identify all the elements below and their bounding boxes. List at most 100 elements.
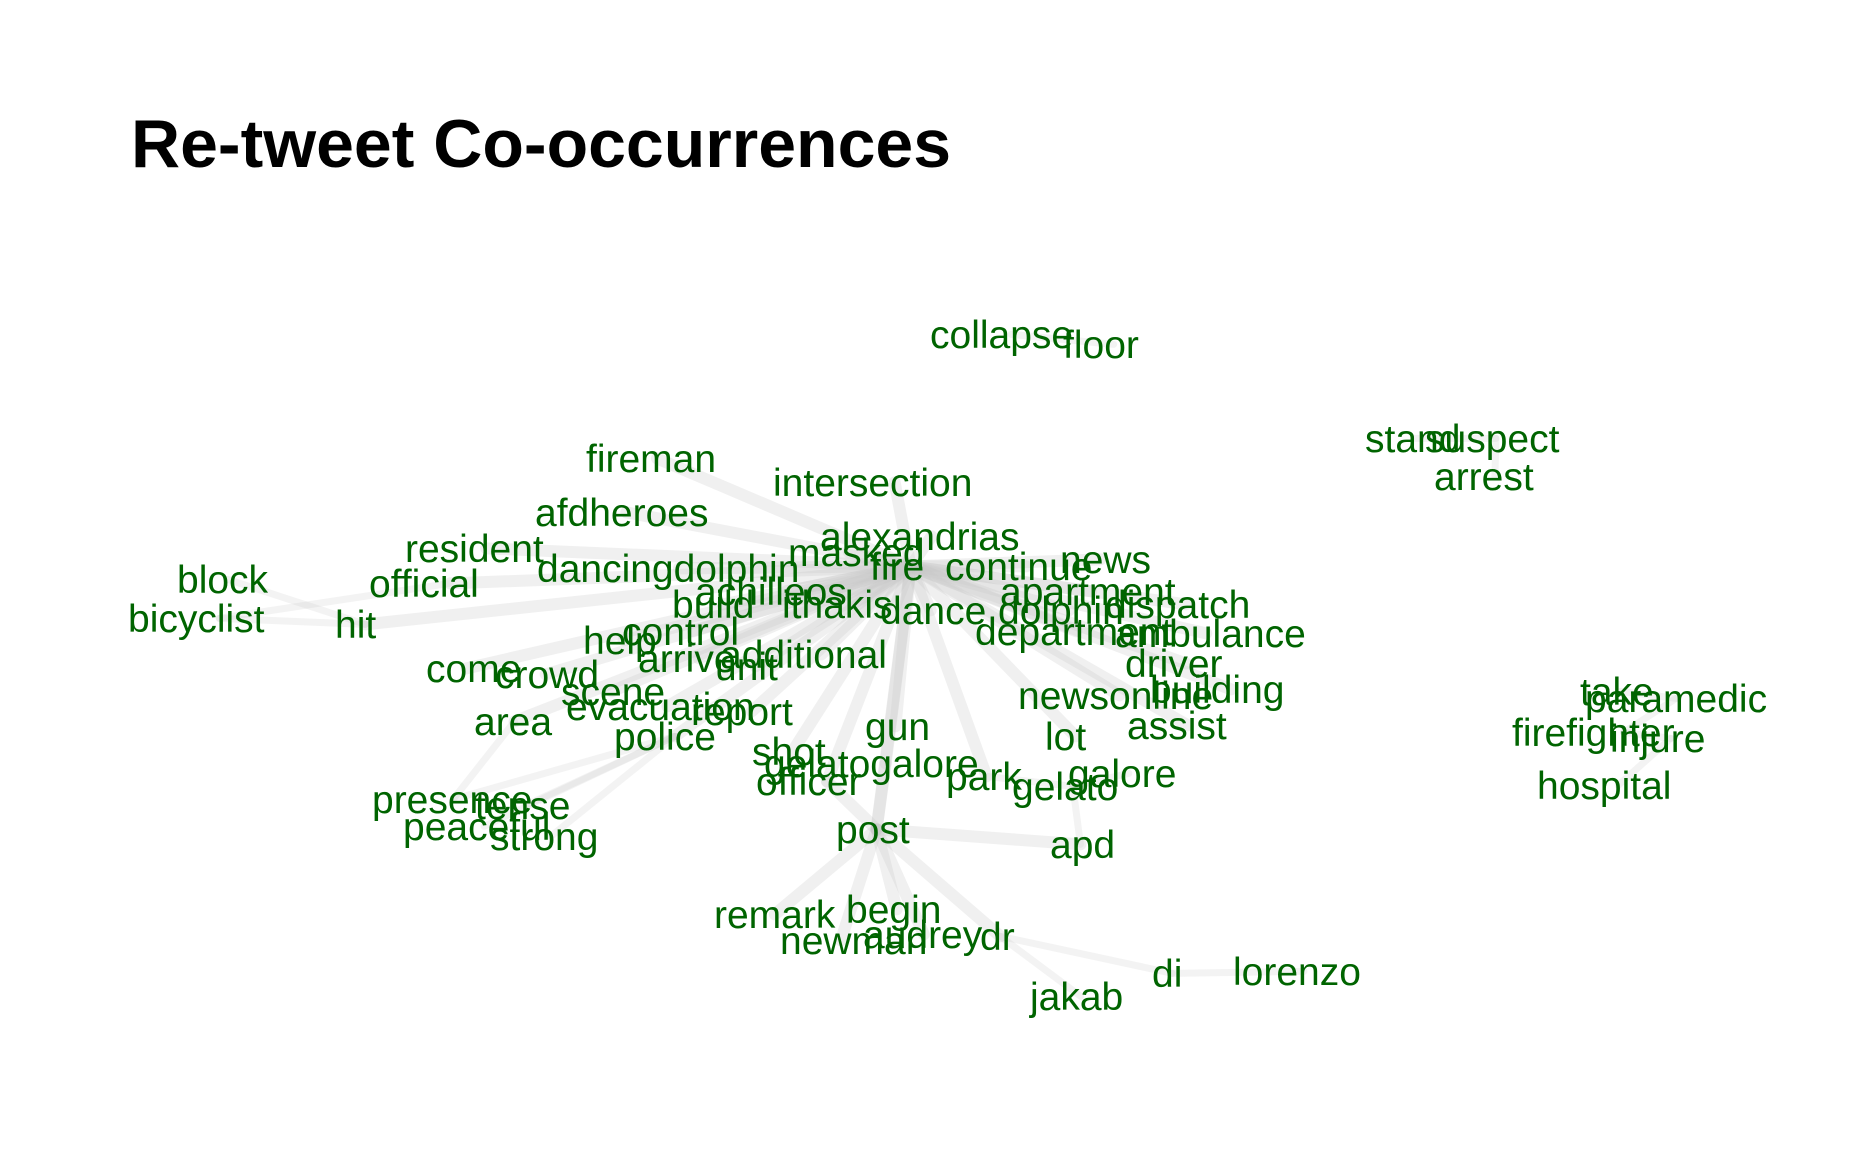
edge-fire-area <box>508 560 917 728</box>
edge-police-peaceful <box>480 732 679 830</box>
node-label-evacuation: evacuation <box>566 686 755 729</box>
edge-fire-arrive <box>692 560 917 665</box>
node-label-intersection: intersection <box>773 462 972 505</box>
node-label-presence: presence <box>372 779 532 822</box>
edge-official-bicyclist <box>215 579 454 622</box>
edge-fire-gun <box>889 560 917 733</box>
edge-post-officer <box>820 775 883 836</box>
edge-police-presence <box>449 732 679 803</box>
edge-fire-department <box>904 560 1083 638</box>
edge-fire-control <box>686 560 917 638</box>
node-label-gelatogalore: gelatogalore <box>764 743 979 786</box>
node-label-injure: injure <box>1610 718 1705 761</box>
node-label-masked: masked <box>788 532 925 575</box>
edge-fire-lot <box>904 560 1082 743</box>
node-label-bicyclist: bicyclist <box>128 598 265 641</box>
node-label-assist: assist <box>1127 705 1227 748</box>
node-label-lot: lot <box>1045 716 1086 759</box>
edge-fire-alexandrias <box>904 530 938 573</box>
edge-dr-jakab <box>996 932 1085 1000</box>
node-label-audrey: audrey <box>863 914 983 957</box>
edge-fire-come <box>460 560 917 675</box>
node-label-jakab: jakab <box>1029 976 1123 1019</box>
edge-fire-news <box>904 553 1107 573</box>
edge-fire-unit <box>749 560 917 673</box>
edge-fire-intersection <box>888 476 917 573</box>
node-label-continue: continue <box>945 546 1092 589</box>
node-label-shot: shot <box>752 731 826 774</box>
edge-post-remark <box>768 823 883 921</box>
node-label-hit: hit <box>335 604 376 647</box>
node-label-dr: dr <box>980 916 1015 959</box>
node-label-newman: newman <box>780 920 927 963</box>
edge-fire-dispatch <box>904 560 1193 611</box>
edge-fire-evacuation <box>661 560 917 713</box>
edge-fire-masked <box>842 546 917 573</box>
edge-fire-dance <box>904 560 937 617</box>
edge-fire-shot <box>786 560 917 758</box>
edge-fire-driver <box>904 560 1192 670</box>
edge-post-newman <box>834 823 883 947</box>
edge-fire-dancingdolphin <box>672 560 917 575</box>
node-label-help: help <box>583 620 657 663</box>
edge-fire-apartment <box>904 560 1098 598</box>
node-label-peaceful: peaceful <box>403 806 550 849</box>
node-label-arrest: arrest <box>1434 456 1534 499</box>
edge-area-presence <box>449 717 519 803</box>
node-label-park: park <box>946 756 1022 799</box>
edge-gelato-galore <box>1069 769 1133 790</box>
node-label-post: post <box>836 809 910 852</box>
edge-fire-official <box>444 560 917 590</box>
node-label-afdheroes: afdheroes <box>535 492 708 535</box>
node-label-fireman: fireman <box>586 438 716 481</box>
node-label-stand: stand <box>1365 418 1460 461</box>
node-label-department: department <box>975 611 1172 654</box>
node-label-news: news <box>1060 539 1151 582</box>
edge-di-lorenzo <box>1168 967 1308 977</box>
edge-fire-post <box>870 560 917 836</box>
edge-layer <box>215 330 1680 1000</box>
node-label-gun: gun <box>865 706 930 749</box>
edge-fire-crowd <box>539 560 917 681</box>
node-label-come: come <box>426 648 521 691</box>
edge-park-gelato <box>983 772 1077 790</box>
page-title: Re-tweet Co-occurrences <box>131 106 952 182</box>
edge-fire-newsonline <box>904 560 1126 702</box>
edge-post-gelatogalore <box>870 757 892 836</box>
edge-fire-officer <box>820 560 917 788</box>
edge-fire-park <box>904 560 993 783</box>
node-label-arrive: arrive <box>638 638 736 681</box>
node-label-achilleos: achilleos <box>695 571 847 614</box>
node-label-unit: unit <box>715 646 778 689</box>
node-label-official: official <box>369 563 479 606</box>
edge-injure-hospital <box>1614 734 1675 789</box>
edge-fire-police <box>668 560 917 743</box>
edge-take-paramedic <box>1617 687 1680 702</box>
node-label-dance: dance <box>880 590 986 633</box>
edge-hit-bicyclist <box>215 614 369 628</box>
node-label-galore: galore <box>1068 753 1176 796</box>
node-label-additional: additional <box>720 634 887 677</box>
node-label-scene: scene <box>561 671 665 714</box>
node-label-ithakis: ithakis <box>782 584 893 627</box>
edge-fire-additional <box>815 560 917 661</box>
edge-dr-di <box>996 932 1176 977</box>
edge-fire-resident <box>480 542 917 573</box>
edge-firefighter-paramedic <box>1620 694 1680 736</box>
node-label-suspect: suspect <box>1425 418 1560 461</box>
node-label-police: police <box>614 716 716 759</box>
edge-fire-hit <box>359 560 917 631</box>
node-label-lorenzo: lorenzo <box>1233 951 1361 994</box>
node-label-area: area <box>474 701 552 744</box>
node-label-fire: fire <box>870 546 924 589</box>
node-label-driver: driver <box>1125 643 1223 686</box>
edge-firefighter-injure <box>1620 728 1675 742</box>
edge-gelato-apd <box>1069 782 1084 848</box>
edge-post-dr <box>870 823 1007 943</box>
node-label-take: take <box>1580 671 1654 714</box>
node-label-firefighter: firefighter <box>1512 712 1675 755</box>
edge-police-tense <box>522 732 679 809</box>
edge-fire-achilleos <box>780 560 917 598</box>
edge-fire-ithakis <box>846 560 917 611</box>
